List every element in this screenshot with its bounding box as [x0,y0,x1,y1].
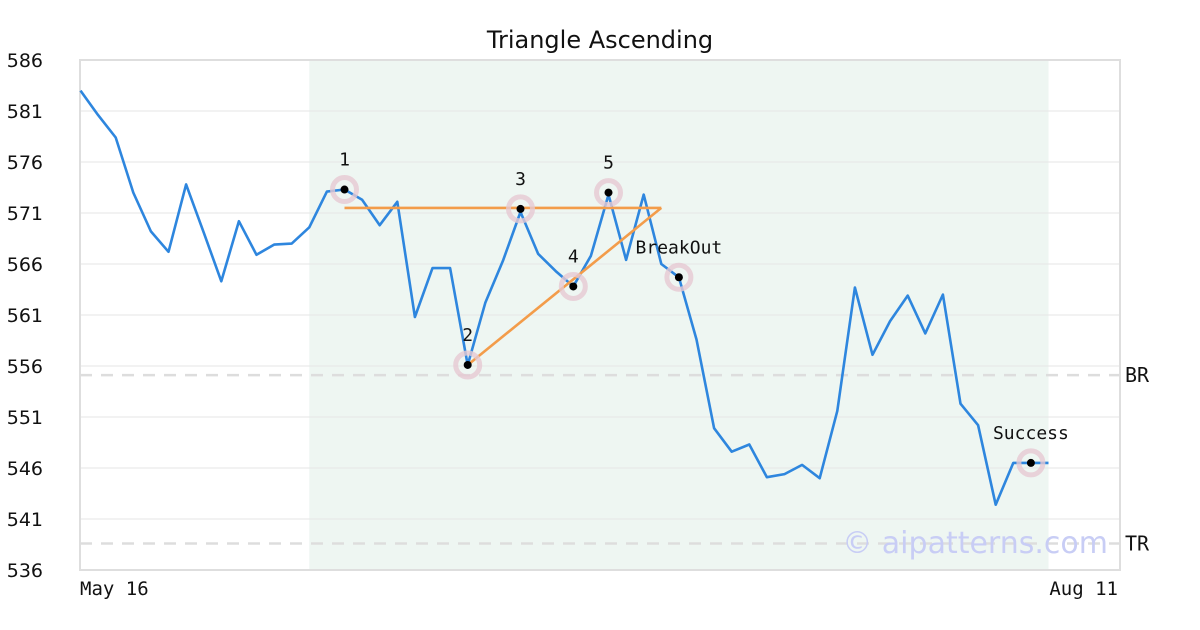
y-tick-label: 586 [7,50,43,72]
pivot-label-success: Success [993,423,1069,444]
pivot-dot-1 [340,185,349,194]
pivot-label-1: 1 [339,150,350,171]
y-tick-label: 536 [7,560,43,582]
watermark: © aipatterns.com [842,526,1108,561]
pivot-dot-breakout [674,273,683,282]
y-tick-label: 541 [7,509,43,531]
pivot-label-5: 5 [603,153,614,174]
pivot-markers: 1 2 3 4 5 BreakOut Success [330,150,1069,478]
x-tick-label-start: May 16 [80,578,149,600]
chart-title: Triangle Ascending [486,26,713,54]
pivot-dot-4 [569,282,578,291]
y-tick-label: 561 [7,305,43,327]
y-axis-ticks: 586 581 576 571 566 561 556 551 546 541 536 [7,50,43,582]
reference-label-tr: TR [1125,531,1150,555]
pivot-label-3: 3 [515,169,526,190]
pivot-dot-success [1026,458,1035,467]
pivot-dot-3 [516,204,525,213]
pivot-ring-4 [558,271,588,301]
reference-label-br: BR [1125,363,1150,387]
y-tick-label: 571 [7,203,43,225]
pivot-ring-3 [506,194,535,224]
pivot-ring-5 [594,178,623,208]
pivot-label-breakout: BreakOut [636,237,723,258]
pivot-label-2: 2 [462,325,473,346]
pivot-ring-1 [330,175,359,205]
y-tick-label: 576 [7,152,43,174]
y-tick-label: 556 [7,356,43,378]
pivot-dot-2 [463,360,472,369]
pivot-ring-breakout [664,262,694,292]
y-tick-label: 581 [7,101,43,123]
y-tick-label: 551 [7,407,43,429]
y-tick-label: 546 [7,458,43,480]
pivot-dot-5 [604,188,613,197]
pattern-lines [344,206,663,366]
x-axis-ticks: May 16 Aug 11 [80,578,1118,600]
support-line [466,206,663,366]
reference-lines: BR TR [80,363,1150,555]
pivot-label-4: 4 [568,246,579,267]
pivot-ring-success [1016,448,1046,478]
pivot-ring-2 [453,350,483,380]
plot-frame [79,59,1121,571]
y-tick-label: 566 [7,254,43,276]
x-tick-label-end: Aug 11 [1049,578,1118,600]
